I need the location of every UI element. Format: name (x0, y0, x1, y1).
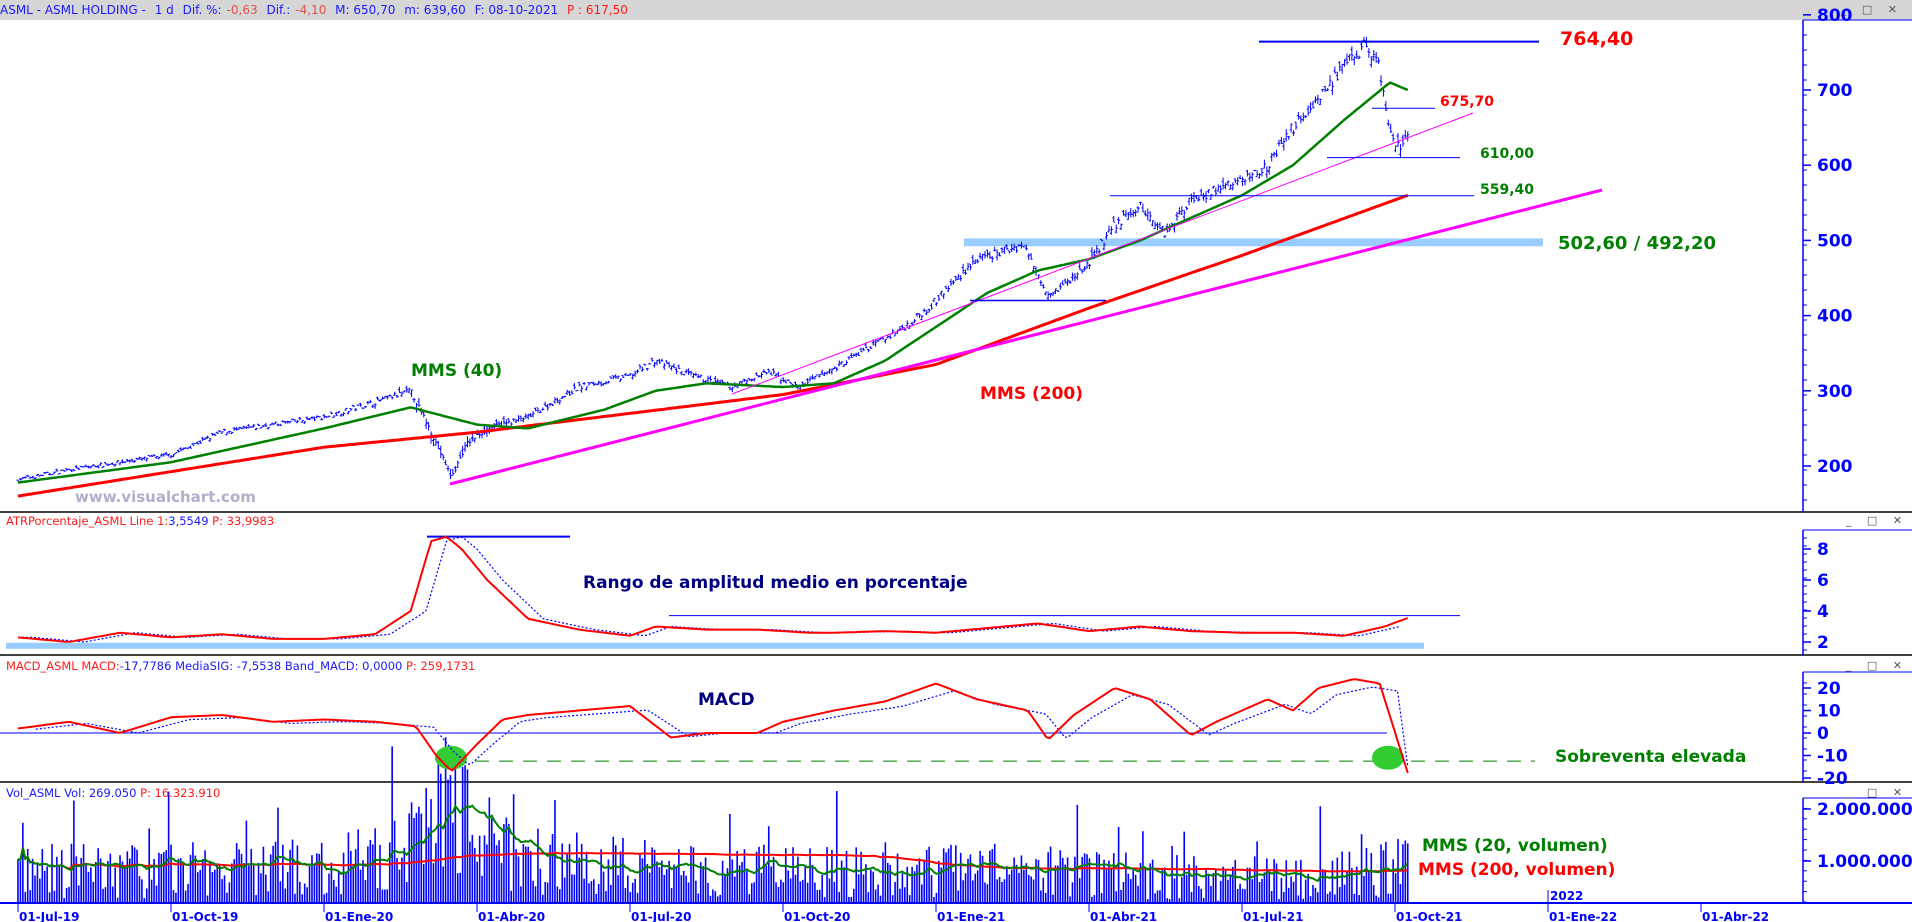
dif-label: Dif.: (266, 3, 291, 17)
label-atr: Rango de amplitud medio en porcentaje (583, 573, 968, 593)
label-macd: MACD (698, 690, 755, 710)
price-axis-tick-label: 200 (1817, 457, 1853, 477)
macd-axis-tick-label: 20 (1817, 679, 1841, 699)
macd-p: P: 259,1731 (406, 659, 476, 673)
last-price: P : 617,50 (566, 3, 628, 17)
time-tick-label: 01-Ene-20 (325, 910, 393, 922)
trend-line-minor (731, 112, 1474, 395)
label-675: 675,70 (1440, 94, 1495, 110)
chart-title-bar: ASML - ASML HOLDING - 1 d Dif. %: -0,63 D… (0, 0, 1912, 20)
label-vol-mms200: MMS (200, volumen) (1418, 860, 1616, 880)
dif-pct: -0,63 (226, 3, 258, 17)
label-oversold: Sobreventa elevada (1555, 747, 1747, 767)
macd-band: Band_MACD: 0,0000 (284, 659, 403, 673)
vol-value: Vol: 269.050 (64, 786, 137, 800)
atr-axis-tick-label: 8 (1817, 540, 1829, 560)
macd-window-controls[interactable]: _ □ ✕ (1845, 659, 1908, 672)
price-axis-tick-label: 700 (1817, 81, 1853, 101)
max-price: M: 650,70 (335, 3, 396, 17)
label-band: 502,60 / 492,20 (1558, 233, 1717, 254)
time-tick-label: 01-Abr-22 (1702, 910, 1769, 922)
support-band (964, 238, 1543, 247)
macd-axis-tick-label: 10 (1817, 702, 1841, 722)
price-axis-tick-label: 300 (1817, 382, 1853, 402)
macd-header: MACD_ASML MACD:-17,7786 MediaSIG: -7,553… (6, 659, 475, 673)
vol-axis-tick-label: 2.000.000 (1817, 800, 1912, 820)
price-axis-tick-label: 500 (1817, 231, 1853, 251)
label-610: 610,00 (1480, 146, 1535, 162)
time-tick-label: 01-Jul-20 (631, 910, 691, 922)
atr-name: ATRPorcentaje_ASML (6, 514, 126, 528)
label-mms40: MMS (40) (411, 361, 503, 381)
time-tick-label: 01-Oct-21 (1396, 910, 1462, 922)
atr-window-controls[interactable]: _ □ ✕ (1845, 514, 1908, 527)
macd-label: MACD: (81, 659, 120, 673)
time-tick-label: 01-Abr-20 (478, 910, 545, 922)
price-axis-tick-label: 800 (1817, 6, 1853, 26)
volume-mms20-line (17, 804, 1409, 883)
macd-name: MACD_ASML (6, 659, 78, 673)
macd-axis-tick-label: -20 (1817, 769, 1848, 789)
time-tick-label: 01-Oct-20 (784, 910, 850, 922)
price-axis-tick-label: 400 (1817, 307, 1853, 327)
atr-p: P: 33,9983 (212, 514, 275, 528)
watermark: www.visualchart.com (75, 488, 256, 506)
trend-line-major (449, 188, 1603, 486)
vol-p: P: 16.323.910 (140, 786, 221, 800)
macd-line (17, 678, 1409, 774)
mms200-line (17, 193, 1409, 498)
macd-signal: MediaSIG: -7,5538 (175, 659, 282, 673)
time-tick-label: 01-Abr-21 (1090, 910, 1157, 922)
vol-axis-tick-label: 1.000.000 (1817, 852, 1912, 872)
date: F: 08-10-2021 (474, 3, 559, 17)
year-marker: 2022 (1550, 889, 1583, 903)
atr-axis-tick-label: 6 (1817, 571, 1829, 591)
mms40-line (17, 81, 1409, 484)
atr-line (17, 535, 1409, 643)
macd-axis-tick-label: -10 (1817, 747, 1848, 767)
min-price: m: 639,60 (404, 3, 466, 17)
time-tick-label: 01-Jul-19 (19, 910, 79, 922)
label-mms200: MMS (200) (980, 384, 1084, 404)
dif: -4,10 (295, 3, 327, 17)
time-tick-label: 01-Ene-22 (1549, 910, 1617, 922)
time-tick-label: 01-Ene-21 (937, 910, 1005, 922)
atr-header: ATRPorcentaje_ASML Line 1:3,5549 P: 33,9… (6, 514, 274, 528)
label-vol-mms20: MMS (20, volumen) (1422, 836, 1608, 856)
atr-low-band (6, 642, 1424, 649)
label-559: 559,40 (1480, 182, 1535, 198)
vol-header: Vol_ASML Vol: 269.050 P: 16.323.910 (6, 786, 220, 800)
atr-line-value: 3,5549 (168, 514, 209, 528)
window-controls[interactable]: _ □ ✕ (1840, 3, 1903, 16)
atr-line-label: Line 1: (129, 514, 169, 528)
atr-axis-tick-label: 2 (1817, 633, 1829, 653)
time-tick-label: 01-Jul-21 (1243, 910, 1303, 922)
atr-axis-tick-label: 4 (1817, 602, 1829, 622)
vol-name: Vol_ASML (6, 786, 61, 800)
vol-window-controls[interactable]: _ □ ✕ (1845, 786, 1908, 799)
macd-value: -17,7786 (119, 659, 172, 673)
time-tick-label: 01-Oct-19 (172, 910, 238, 922)
dif-pct-label: Dif. %: (182, 3, 222, 17)
oversold-marker (1372, 745, 1404, 770)
symbol: ASML - ASML HOLDING - (0, 3, 146, 17)
label-high: 764,40 (1560, 28, 1634, 50)
period: 1 d (154, 3, 174, 17)
price-axis-tick-label: 600 (1817, 156, 1853, 176)
macd-axis-tick-label: 0 (1817, 724, 1829, 744)
